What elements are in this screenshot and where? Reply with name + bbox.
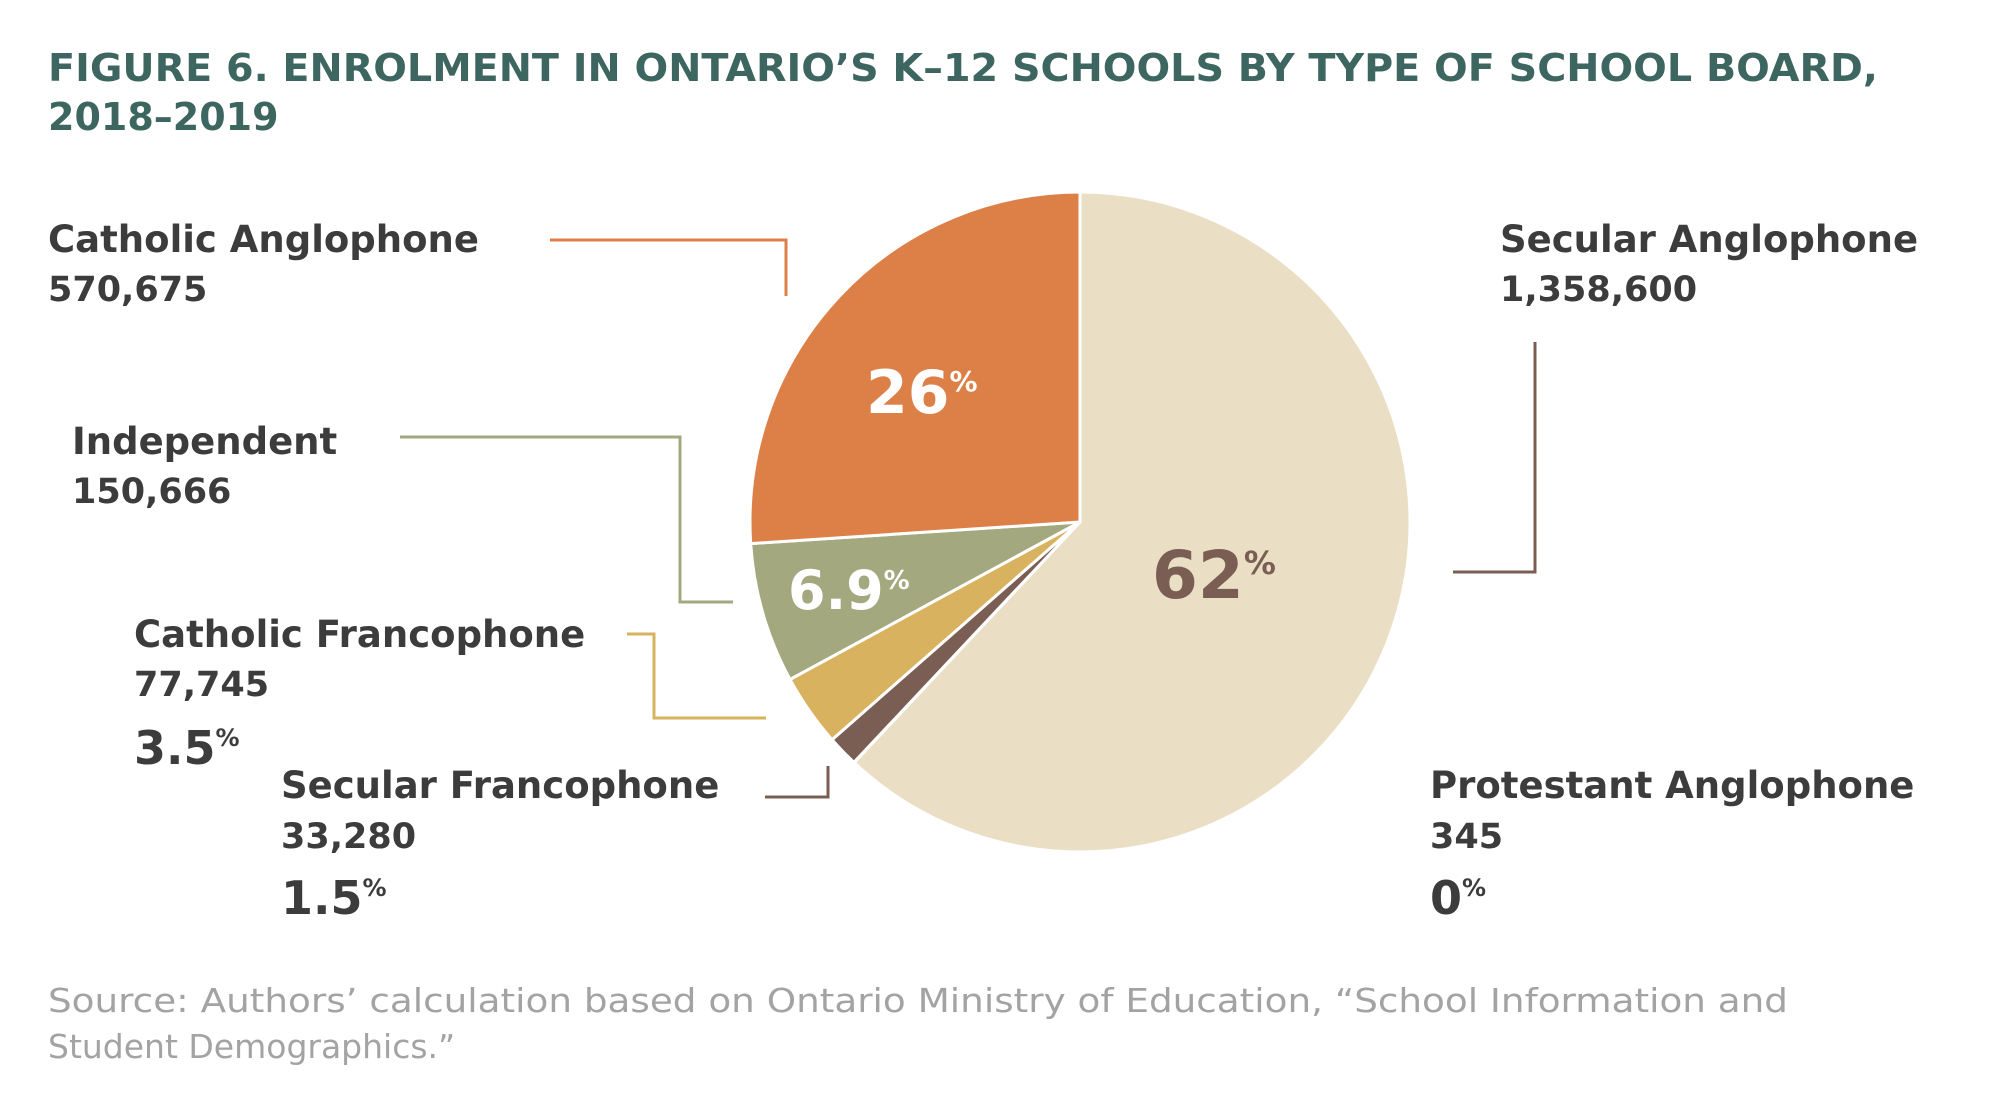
pie-slice-catholic-anglophone	[748, 190, 1082, 546]
leader-line-secular-francophone	[765, 766, 830, 799]
leader-line-independent	[400, 435, 733, 604]
label-catholic-anglophone: Catholic Anglophone 570,675	[48, 218, 479, 310]
label-protestant-anglophone: Protestant Anglophone 345 0%	[1430, 764, 1914, 925]
leader-line-secular-anglophone	[1453, 342, 1537, 574]
label-name: Catholic Francophone	[134, 613, 585, 656]
label-value: 150,666	[72, 472, 231, 512]
label-secular-francophone: Secular Francophone 33,280 1.5%	[281, 764, 719, 925]
slice-pct-independent: 6.9%	[788, 559, 910, 622]
label-percent: 1.5%	[281, 871, 387, 925]
label-value: 33,280	[281, 817, 416, 857]
source-note-line-1: Source: Authors’ calculation based on On…	[48, 981, 1788, 1020]
label-percent: 0%	[1430, 871, 1486, 925]
slice-percent-labels: 26% 6.9% 62%	[788, 358, 1276, 622]
leader-lines	[400, 238, 1537, 799]
label-value: 570,675	[48, 270, 207, 310]
pie-slice-independent	[749, 520, 1082, 681]
leader-line-catholic-anglophone	[550, 238, 788, 296]
label-name: Secular Anglophone	[1500, 218, 1918, 261]
label-percent: 3.5%	[134, 721, 240, 775]
pie-slices	[748, 190, 1412, 854]
source-note-line-2: Student Demographics.”	[48, 1027, 455, 1066]
slice-pct-catholic-anglophone: 26%	[866, 358, 978, 428]
label-independent: Independent 150,666	[72, 420, 337, 512]
label-name: Catholic Anglophone	[48, 218, 479, 261]
label-value: 77,745	[134, 665, 269, 705]
label-name: Protestant Anglophone	[1430, 764, 1914, 807]
label-value: 345	[1430, 817, 1503, 857]
chart-title-line-2: 2018–2019	[48, 95, 279, 139]
chart-title-line-1: FIGURE 6. ENROLMENT IN ONTARIO’S K–12 SC…	[48, 46, 1878, 90]
label-secular-anglophone: Secular Anglophone 1,358,600	[1500, 218, 1918, 310]
pie-slice-secular-anglophone	[852, 190, 1412, 854]
leader-line-catholic-francophone	[627, 632, 766, 720]
label-catholic-francophone: Catholic Francophone 77,745 3.5%	[134, 613, 585, 775]
label-value: 1,358,600	[1500, 270, 1697, 310]
label-name: Independent	[72, 420, 337, 463]
slice-pct-secular-anglophone: 62%	[1152, 537, 1276, 614]
label-name: Secular Francophone	[281, 764, 719, 807]
